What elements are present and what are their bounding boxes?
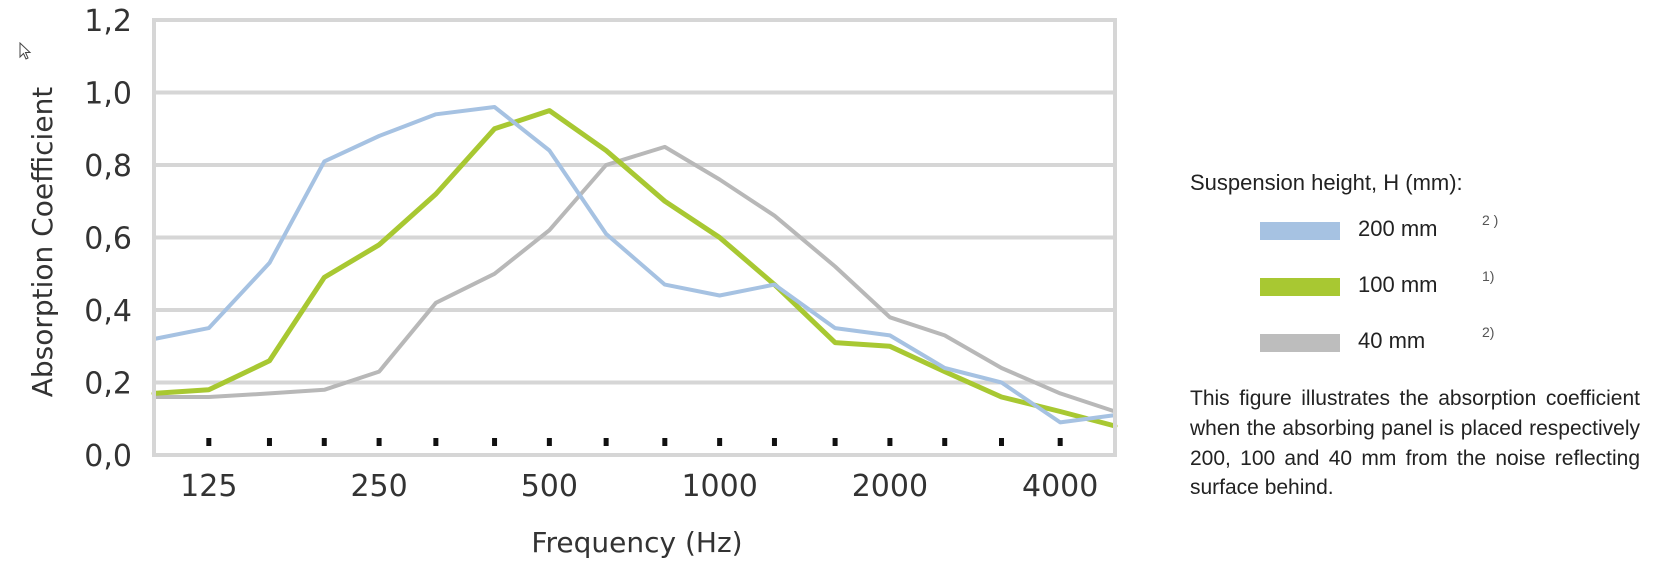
series-line-200mm — [152, 105, 1117, 425]
x-tick-mark — [887, 438, 893, 446]
y-tick-label: 0,6 — [84, 222, 132, 257]
x-tick-mark — [1057, 438, 1063, 446]
x-tick-mark — [771, 438, 777, 446]
series-line-40mm — [152, 144, 1117, 414]
legend-swatch — [1260, 334, 1340, 352]
legend-item-200mm: 200 mm 2 ) — [1190, 208, 1640, 264]
x-tick-mark — [662, 438, 668, 446]
series-lines — [151, 105, 1118, 429]
grid-lines — [154, 90, 1115, 385]
x-tick-mark — [998, 438, 1004, 446]
legend: Suspension height, H (mm): 200 mm 2 ) 10… — [1190, 170, 1640, 503]
x-tick-mark — [433, 438, 439, 446]
x-tick-mark — [321, 438, 327, 446]
x-tick-mark — [603, 438, 609, 446]
y-axis-label: Absorption Coefficient — [26, 87, 59, 398]
y-tick-label: 0,8 — [84, 149, 132, 184]
legend-label: 100 mm — [1358, 272, 1438, 297]
x-tick-mark — [546, 438, 552, 446]
legend-item-100mm: 100 mm 1) — [1190, 264, 1640, 320]
y-tick-label: 1,2 — [84, 4, 132, 39]
y-tick-label: 0,0 — [84, 439, 132, 474]
x-tick-label: 250 — [350, 469, 407, 504]
legend-footnote: 1) — [1482, 268, 1495, 284]
legend-title: Suspension height, H (mm): — [1190, 170, 1463, 195]
y-tick-label: 0,4 — [84, 294, 132, 329]
x-tick-mark — [832, 438, 838, 446]
x-tick-mark — [942, 438, 948, 446]
figure-caption: This figure illustrates the absorption c… — [1190, 387, 1640, 500]
x-tick-mark — [376, 438, 382, 446]
x-tick-mark — [206, 438, 212, 446]
mouse-cursor-icon — [19, 42, 32, 60]
x-tick-label: 125 — [180, 469, 237, 504]
x-tick-mark — [266, 438, 272, 446]
absorption-chart: 0,0 0,2 0,4 0,6 0,8 1,0 1,2 125 250 500 1000 2000 4… — [26, 4, 1118, 559]
x-tick-label: 500 — [521, 469, 578, 504]
x-axis-label: Frequency (Hz) — [531, 526, 742, 559]
legend-swatch — [1260, 222, 1340, 240]
x-tick-marks — [206, 438, 1063, 446]
y-tick-labels: 0,0 0,2 0,4 0,6 0,8 1,0 1,2 — [84, 4, 132, 474]
x-tick-labels: 125 250 500 1000 2000 4000 — [180, 469, 1098, 504]
legend-swatch — [1260, 278, 1340, 296]
legend-label: 40 mm — [1358, 328, 1426, 353]
y-tick-label: 0,2 — [84, 367, 132, 402]
x-tick-mark — [492, 438, 498, 446]
x-tick-label: 2000 — [852, 469, 928, 504]
y-tick-label: 1,0 — [84, 77, 132, 112]
x-tick-label: 4000 — [1022, 469, 1098, 504]
plot-frame — [152, 18, 1117, 457]
x-tick-mark — [717, 438, 723, 446]
legend-footnote: 2 ) — [1482, 212, 1499, 228]
legend-label: 200 mm — [1358, 216, 1438, 241]
legend-footnote: 2) — [1482, 324, 1495, 340]
series-line-100mm — [151, 108, 1118, 429]
legend-item-40mm: 40 mm 2) — [1190, 320, 1640, 376]
x-tick-label: 1000 — [681, 469, 757, 504]
